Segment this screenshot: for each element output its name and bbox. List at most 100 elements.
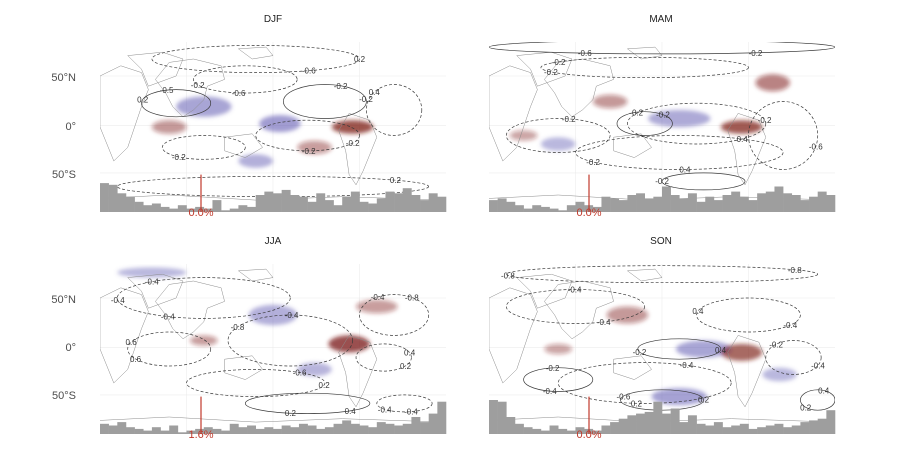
histogram-bar xyxy=(636,193,645,212)
contour-label: -0.2 xyxy=(359,95,373,104)
contour-label: -0.2 xyxy=(586,158,600,167)
histogram-bar xyxy=(662,413,671,434)
histogram-bar xyxy=(497,198,507,212)
histogram-bar xyxy=(722,195,732,212)
histogram-bar xyxy=(195,206,205,212)
contour-label: 0.4 xyxy=(404,349,416,358)
contour-line xyxy=(489,42,835,55)
contour-line xyxy=(505,265,819,284)
anomaly-region xyxy=(592,94,628,109)
contour-line xyxy=(141,89,212,118)
marker-label: 0.0% xyxy=(576,429,601,441)
histogram-bar xyxy=(636,413,645,434)
contour-label: -0.2 xyxy=(655,177,669,186)
contour-label: -0.4 xyxy=(378,405,392,414)
histogram-bar xyxy=(411,417,421,434)
histogram-bar xyxy=(169,208,179,212)
histogram-bar xyxy=(592,430,602,434)
lat-tick-label: 0° xyxy=(65,342,76,354)
histogram-bar xyxy=(618,418,628,434)
contour-label: -0.4 xyxy=(285,311,299,320)
histogram-bar xyxy=(247,206,256,212)
histogram-bar xyxy=(601,196,611,212)
coastline xyxy=(100,416,446,423)
contour-label: -0.2 xyxy=(629,108,643,117)
contour-label: 0.6 xyxy=(130,355,142,364)
contour-label: -0.2 xyxy=(633,348,647,357)
histogram-bar xyxy=(420,200,429,212)
histogram-bar xyxy=(247,425,256,434)
lat-tick-label: 50°S xyxy=(52,390,76,402)
contour-label: -0.6 xyxy=(293,369,307,378)
contour-label: 0.4 xyxy=(369,88,381,97)
histogram-bar xyxy=(592,206,602,212)
contour-line xyxy=(765,340,822,375)
anomaly-region xyxy=(151,120,187,134)
contour-line xyxy=(127,331,212,367)
lat-tick-label: 50°S xyxy=(52,169,76,181)
coastline xyxy=(489,287,538,384)
contour-label: -0.4 xyxy=(111,296,125,305)
histogram-bar xyxy=(203,208,213,212)
histogram-bar xyxy=(177,205,187,212)
anomaly-region xyxy=(189,335,218,346)
zero-marker: 1.6% xyxy=(188,396,214,441)
histogram-bar xyxy=(765,191,775,212)
contour-labels: 0.2-0.60.2-0.2-0.2-0.20.40.2-0.6-0.2-0.5… xyxy=(137,55,401,185)
contour-label: -0.2 xyxy=(656,111,670,120)
marker-label: 0.0% xyxy=(188,207,213,219)
histogram-bar xyxy=(125,196,135,212)
histogram xyxy=(489,186,836,212)
histogram-bar xyxy=(203,427,213,434)
contour-line xyxy=(627,102,767,145)
histogram-bar xyxy=(186,208,196,212)
lat-tick-label: 50°N xyxy=(51,72,76,84)
map-area: -0.8 -0.4 0.4 -0.4 -0.6 -0.4 -0.4 0.2 -0.2 -0.8 -0… xyxy=(489,264,835,434)
histogram-bar xyxy=(826,195,836,212)
histogram-bar xyxy=(402,423,412,434)
coastline xyxy=(516,273,573,309)
histogram-bar xyxy=(610,422,620,434)
histogram-bar xyxy=(809,196,818,212)
histogram-bar xyxy=(160,206,170,212)
contour-line xyxy=(696,297,801,333)
contour-label: -0.2 xyxy=(544,68,558,77)
contour-label: 0.2 xyxy=(137,96,149,105)
histogram-bar xyxy=(394,425,404,434)
contour-label: -0.4 xyxy=(404,408,418,417)
anomaly-region xyxy=(606,306,649,324)
histogram-bar xyxy=(368,427,378,434)
histogram-bar xyxy=(229,423,239,434)
contour-label: -0.4 xyxy=(680,361,694,370)
lat-tick-label: 50°N xyxy=(51,294,76,306)
histogram-bar xyxy=(195,428,205,434)
histogram-bar xyxy=(575,201,585,212)
contour-line xyxy=(637,338,722,360)
histogram-bar xyxy=(143,430,153,434)
contour-label: 0.4 xyxy=(692,307,704,316)
coastline xyxy=(237,46,274,60)
histogram-bar xyxy=(653,401,663,434)
anomaly-region xyxy=(117,267,187,278)
histogram-bar xyxy=(757,427,767,434)
histogram-bar xyxy=(376,422,386,434)
histogram-bar xyxy=(791,425,801,434)
contour-label: -0.2 xyxy=(546,364,560,373)
panel-title: MAM xyxy=(649,14,672,25)
coastline xyxy=(727,113,767,186)
histogram-bar xyxy=(333,205,343,212)
anomaly-region xyxy=(331,120,374,134)
contour-line xyxy=(161,135,246,160)
coastline xyxy=(224,133,263,158)
histogram-bar xyxy=(497,401,507,434)
histogram-bar xyxy=(670,408,680,434)
histogram-bar xyxy=(713,422,723,434)
contour-line xyxy=(255,119,360,152)
contour-label: -0.5 xyxy=(160,86,174,95)
histogram-bar xyxy=(273,428,282,434)
contour-line xyxy=(355,343,412,372)
histogram-bar xyxy=(212,200,222,212)
contour-line xyxy=(116,277,291,319)
histogram-bar xyxy=(385,191,395,212)
contour-label: -0.2 xyxy=(749,49,763,58)
